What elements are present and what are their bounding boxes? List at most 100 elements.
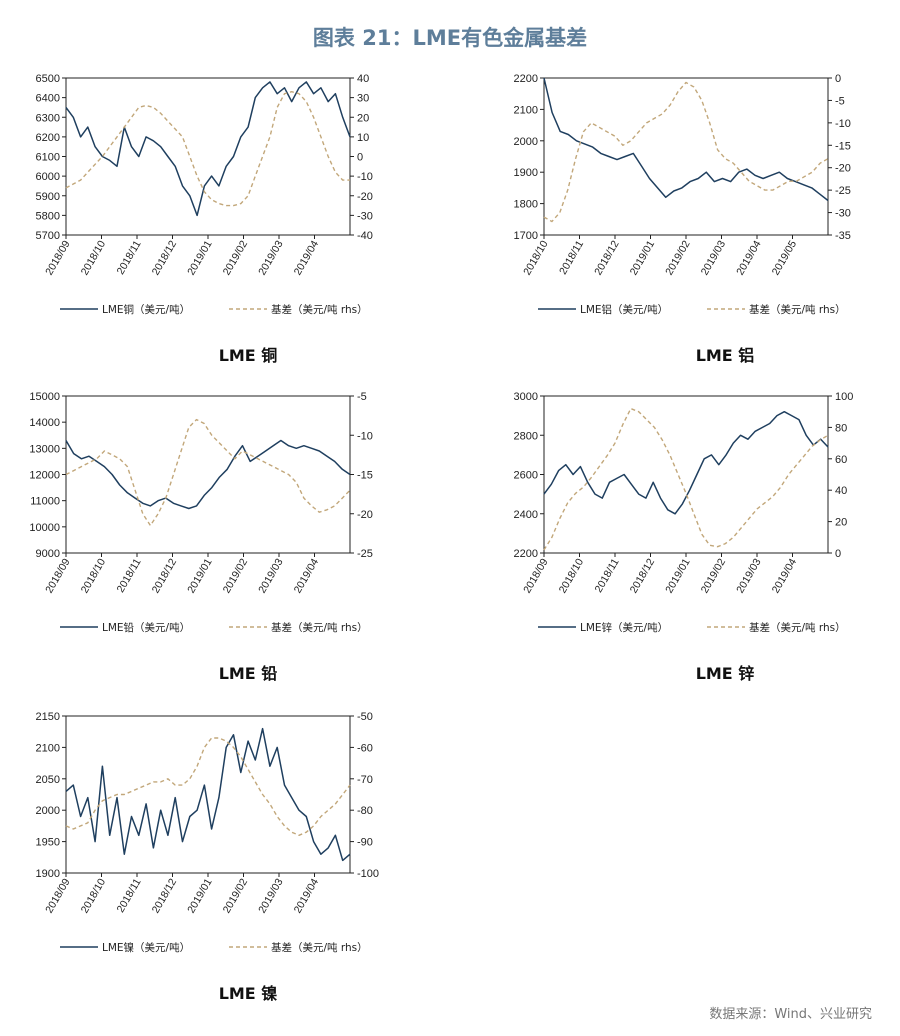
x-tick-label: 2018/10	[79, 876, 108, 915]
x-tick-label: 2019/02	[221, 238, 250, 277]
x-tick-label: 2018/09	[43, 876, 72, 915]
x-tick-label: 2019/02	[699, 556, 728, 595]
y-right-tick-label: 0	[835, 548, 841, 560]
x-tick-label: 2019/02	[221, 876, 250, 915]
nickel-chart: 2150 2100 2050 2000 1950 1900 -50 -60 -70 -80 -90 -…	[36, 711, 380, 954]
y-right-tick-label: -15	[357, 470, 373, 482]
legend-label: 基差（美元/吨 rhs）	[271, 303, 368, 316]
y-left-tick-label: 2400	[514, 509, 538, 521]
y-left-tick-label: 2100	[514, 104, 538, 116]
y-left-tick-label: 9000	[36, 548, 60, 560]
y-left-tick-label: 2100	[36, 742, 60, 754]
y-left-tick-label: 1800	[514, 199, 538, 211]
y-left-tick-label: 5700	[36, 230, 60, 242]
x-tick-label: 2018/12	[150, 238, 179, 277]
basis-series-line	[65, 91, 350, 207]
x-tick-label: 2018/09	[43, 556, 72, 595]
y-left-tick-label: 1950	[36, 837, 60, 849]
copper-chart-panel: 6500 6400 6300 6200 6100 6000 5900 5800 5700 40 30…	[10, 60, 390, 330]
y-right-tick-label: -5	[357, 391, 367, 403]
figure-title: 图表 21：LME有色金属基差	[312, 26, 588, 50]
x-tick-label: 2019/02	[221, 556, 250, 595]
y-left-tick-label: 1700	[514, 230, 538, 242]
y-right-tick-label: 10	[357, 132, 369, 144]
x-tick-label: 2019/03	[256, 238, 285, 277]
price-series-line	[543, 410, 829, 515]
x-tick-label: 2019/03	[699, 238, 728, 277]
x-tick-label: 2018/12	[592, 238, 621, 277]
x-tick-label: 2019/01	[185, 556, 214, 595]
y-right-tick-label: 40	[357, 73, 369, 85]
plot-frame	[543, 395, 829, 554]
plot-frame	[65, 715, 351, 874]
basis-series-line	[543, 81, 829, 223]
y-right-tick-label: -20	[357, 509, 373, 521]
x-tick-label: 2018/11	[115, 876, 144, 914]
lead-chart: 15000 14000 13000 12000 11000 10000 9000 -5 -10 -…	[29, 391, 373, 634]
y-left-tick-label: 15000	[29, 391, 60, 403]
y-left-tick-label: 6400	[36, 93, 60, 105]
y-left-tick-label: 5800	[36, 210, 60, 222]
x-tick-label: 2018/11	[115, 238, 144, 276]
x-tick-label: 2018/09	[43, 238, 72, 277]
legend-label: 基差（美元/吨 rhs）	[271, 621, 368, 634]
y-right-tick-label: -25	[357, 548, 373, 560]
y-left-tick-label: 6500	[36, 73, 60, 85]
y-right-tick-label: 0	[835, 73, 841, 85]
x-tick-label: 2019/04	[292, 876, 321, 915]
x-tick-label: 2018/10	[557, 556, 586, 595]
legend-label: LME镍（美元/吨）	[102, 941, 190, 954]
x-tick-label: 2019/04	[734, 238, 763, 277]
y-right-tick-label: -90	[357, 837, 373, 849]
plot-frame	[543, 77, 829, 236]
y-right-tick-label: 0	[357, 152, 363, 164]
x-tick-label: 2019/03	[256, 876, 285, 915]
x-tick-label: 2019/01	[185, 238, 214, 277]
lead-chart-panel: 15000 14000 13000 12000 11000 10000 9000 -5 -10 -…	[10, 378, 390, 648]
data-source-note: 数据来源：Wind、兴业研究	[709, 1007, 872, 1022]
legend-label: LME铝（美元/吨）	[580, 303, 668, 316]
y-right-tick-label: -5	[835, 95, 845, 107]
y-right-tick-label: 80	[835, 422, 847, 434]
x-tick-label: 2019/04	[770, 556, 799, 595]
y-left-tick-label: 13000	[29, 443, 60, 455]
zinc-chart-caption: LME 锌	[695, 664, 755, 683]
x-tick-label: 2018/10	[79, 556, 108, 595]
y-right-tick-label: -40	[357, 230, 373, 242]
basis-series-line	[543, 407, 829, 551]
y-left-tick-label: 14000	[29, 417, 60, 429]
y-right-tick-label: -30	[835, 208, 851, 220]
y-left-tick-label: 1900	[514, 167, 538, 179]
x-tick-label: 2018/12	[628, 556, 657, 595]
x-tick-label: 2019/01	[185, 876, 214, 915]
y-left-tick-label: 5900	[36, 191, 60, 203]
y-left-tick-label: 6100	[36, 152, 60, 164]
legend-label: LME铅（美元/吨）	[102, 621, 190, 634]
x-tick-label: 2018/11	[593, 556, 622, 594]
y-right-tick-label: 30	[357, 93, 369, 105]
legend-label: LME铜（美元/吨）	[102, 303, 190, 316]
price-series-line	[65, 439, 351, 510]
y-right-tick-label: -20	[357, 191, 373, 203]
y-right-tick-label: -10	[835, 118, 851, 130]
y-right-tick-label: -100	[357, 868, 379, 880]
price-series-line	[543, 77, 829, 202]
aluminum-chart-panel: 2200 2100 2000 1900 1800 1700 0 -5 -10 -15 -20 -25 -…	[488, 60, 868, 330]
y-right-tick-label: -10	[357, 430, 373, 442]
y-right-tick-label: 100	[835, 391, 853, 403]
y-right-tick-label: -80	[357, 805, 373, 817]
y-left-tick-label: 12000	[29, 470, 60, 482]
y-left-tick-label: 2150	[36, 711, 60, 723]
nickel-chart-panel: 2150 2100 2050 2000 1950 1900 -50 -60 -70 -80 -90 -…	[10, 698, 390, 968]
lead-chart-caption: LME 铅	[218, 664, 278, 683]
y-right-tick-label: -70	[357, 774, 373, 786]
aluminum-chart-caption: LME 铝	[695, 346, 755, 365]
copper-chart-caption: LME 铜	[218, 346, 278, 365]
x-tick-label: 2019/01	[663, 556, 692, 595]
price-series-line	[65, 81, 351, 217]
y-left-tick-label: 2200	[514, 73, 538, 85]
x-tick-label: 2018/12	[150, 556, 179, 595]
y-right-tick-label: -15	[835, 140, 851, 152]
x-tick-label: 2019/04	[292, 238, 321, 277]
